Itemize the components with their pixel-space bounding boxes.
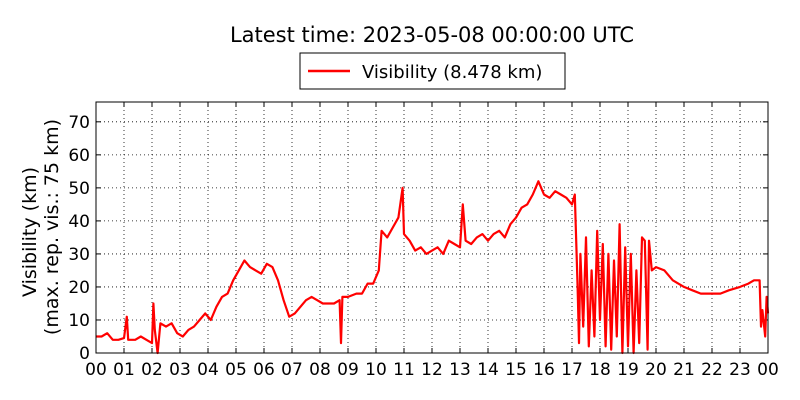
y-tick-label: 30 [68, 245, 90, 265]
x-tick-label: 18 [589, 360, 611, 380]
x-tick-label: 09 [337, 360, 359, 380]
x-tick-label: 17 [561, 360, 583, 380]
x-tick-label: 04 [197, 360, 219, 380]
chart-title: Latest time: 2023-05-08 00:00:00 UTC [230, 23, 634, 47]
x-tick-label: 08 [309, 360, 331, 380]
x-tick-label: 00 [85, 360, 107, 380]
y-tick-label: 20 [68, 278, 90, 298]
y-tick-label: 10 [68, 311, 90, 331]
x-tick-label: 19 [617, 360, 639, 380]
x-tick-label: 22 [701, 360, 723, 380]
y-tick-label: 40 [68, 212, 90, 232]
x-tick-label: 06 [253, 360, 275, 380]
y-tick-label: 50 [68, 179, 90, 199]
x-tick-label: 05 [225, 360, 247, 380]
y-tick-label: 60 [68, 146, 90, 166]
x-tick-label: 01 [113, 360, 135, 380]
x-tick-label: 16 [533, 360, 555, 380]
x-tick-label: 00 [757, 360, 779, 380]
data-line [96, 180, 770, 355]
x-tick-label: 07 [281, 360, 303, 380]
x-tick-label: 13 [449, 360, 471, 380]
x-tick-label: 02 [141, 360, 163, 380]
legend-label: Visibility (8.478 km) [362, 62, 542, 83]
y-axis-label: Visibility (km) [19, 167, 41, 297]
x-tick-label: 20 [645, 360, 667, 380]
x-tick-label: 12 [421, 360, 443, 380]
x-tick-label: 23 [729, 360, 751, 380]
x-tick-label: 21 [673, 360, 695, 380]
x-tick-label: 03 [169, 360, 191, 380]
y-tick-label: 70 [68, 113, 90, 133]
plot-frame [95, 101, 769, 354]
x-tick-label: 10 [365, 360, 387, 380]
x-tick-label: 11 [393, 360, 415, 380]
y-tick-label: 0 [79, 344, 90, 364]
y-axis-label: (max. rep. vis.: 75 km) [41, 119, 63, 335]
x-tick-label: 15 [505, 360, 527, 380]
x-tick-label: 14 [477, 360, 499, 380]
